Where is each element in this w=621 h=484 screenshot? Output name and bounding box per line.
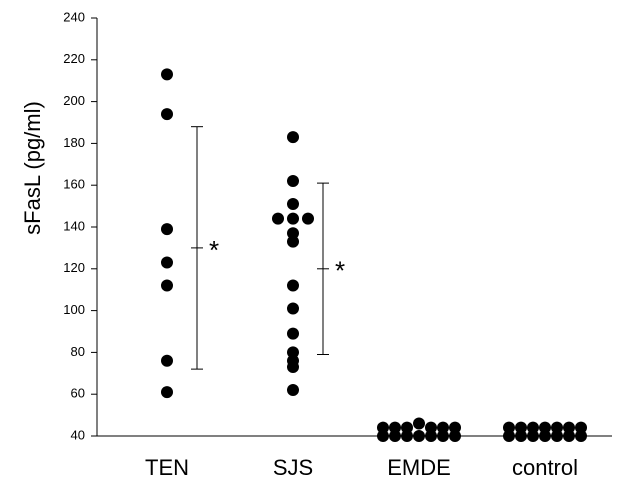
data-point xyxy=(563,430,575,442)
data-point xyxy=(287,198,299,211)
data-point xyxy=(272,212,284,225)
data-point xyxy=(389,421,401,434)
data-point xyxy=(503,430,515,442)
x-tick-label: control xyxy=(512,455,578,480)
y-tick-label: 180 xyxy=(63,135,85,150)
data-point xyxy=(413,430,425,442)
data-point xyxy=(563,421,575,434)
data-point xyxy=(287,175,299,188)
data-point xyxy=(287,279,299,292)
data-point xyxy=(302,212,314,225)
data-point xyxy=(161,68,173,81)
data-point xyxy=(575,430,587,442)
data-point xyxy=(503,421,515,434)
data-point xyxy=(377,421,389,434)
data-point xyxy=(437,421,449,434)
y-tick-label: 40 xyxy=(71,427,85,442)
y-tick-label: 80 xyxy=(71,344,85,359)
data-point xyxy=(161,108,173,121)
y-tick-label: 240 xyxy=(63,9,85,24)
data-point xyxy=(515,421,527,434)
data-point xyxy=(161,279,173,292)
y-tick-label: 220 xyxy=(63,51,85,66)
data-point xyxy=(389,430,401,442)
data-point xyxy=(287,302,299,315)
x-tick-label: EMDE xyxy=(387,455,451,480)
data-point xyxy=(575,421,587,434)
data-point xyxy=(527,430,539,442)
y-tick-label: 120 xyxy=(63,260,85,275)
data-point xyxy=(437,430,449,442)
data-point xyxy=(287,227,299,240)
data-point xyxy=(515,430,527,442)
data-point xyxy=(425,430,437,442)
data-point xyxy=(401,421,413,434)
x-tick-label: TEN xyxy=(145,455,189,480)
data-point xyxy=(449,430,461,442)
y-tick-label: 140 xyxy=(63,218,85,233)
y-tick-label: 100 xyxy=(63,302,85,317)
data-point xyxy=(287,384,299,397)
data-point xyxy=(527,421,539,434)
data-point xyxy=(413,417,425,430)
data-point xyxy=(287,361,299,374)
data-point xyxy=(551,430,563,442)
y-tick-label: 160 xyxy=(63,177,85,192)
data-point xyxy=(449,421,461,434)
data-point xyxy=(161,386,173,399)
data-point xyxy=(539,421,551,434)
data-point xyxy=(287,346,299,359)
x-tick-label: SJS xyxy=(273,455,313,480)
data-point xyxy=(161,354,173,367)
data-point xyxy=(287,235,299,248)
data-point xyxy=(287,131,299,144)
y-tick-label: 200 xyxy=(63,93,85,108)
y-axis-label: sFasL (pg/ml) xyxy=(20,101,45,235)
data-point xyxy=(425,421,437,434)
y-tick-label: 60 xyxy=(71,386,85,401)
data-point xyxy=(551,421,563,434)
data-point xyxy=(161,256,173,269)
data-point xyxy=(287,327,299,340)
significance-star: * xyxy=(335,256,345,286)
data-point xyxy=(161,223,173,236)
significance-star: * xyxy=(209,235,219,265)
data-point xyxy=(377,430,389,442)
data-point xyxy=(287,212,299,225)
data-point xyxy=(539,430,551,442)
data-point xyxy=(401,430,413,442)
